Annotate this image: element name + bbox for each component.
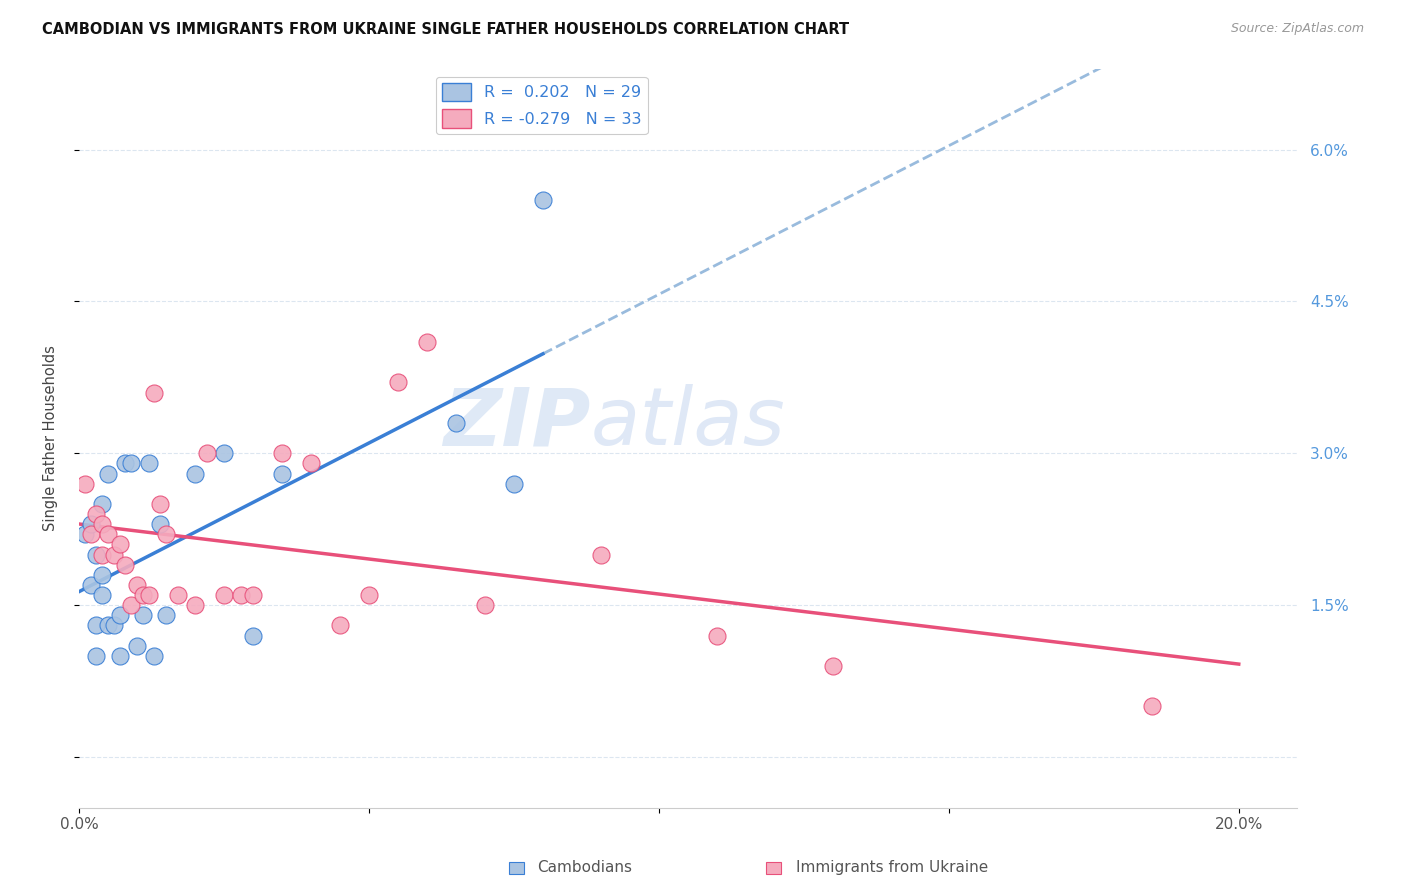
Point xyxy=(155,608,177,623)
Point xyxy=(86,648,108,663)
Point xyxy=(444,416,467,430)
Point xyxy=(149,497,172,511)
Point xyxy=(132,608,155,623)
Point xyxy=(108,648,131,663)
Point xyxy=(79,578,101,592)
Y-axis label: Single Father Households: Single Father Households xyxy=(44,345,58,531)
Point xyxy=(329,618,352,632)
Point xyxy=(91,567,114,582)
Point xyxy=(86,548,108,562)
Point xyxy=(125,639,148,653)
Point xyxy=(114,457,136,471)
Point xyxy=(531,193,554,207)
Point xyxy=(212,588,235,602)
Text: atlas: atlas xyxy=(591,384,785,462)
Point xyxy=(79,527,101,541)
Point xyxy=(114,558,136,572)
Point xyxy=(73,476,96,491)
Point xyxy=(242,628,264,642)
Point xyxy=(97,527,120,541)
Point xyxy=(416,334,439,349)
Point xyxy=(91,497,114,511)
Point xyxy=(91,588,114,602)
Text: Cambodians: Cambodians xyxy=(537,861,633,875)
Point xyxy=(184,598,207,612)
Text: Source: ZipAtlas.com: Source: ZipAtlas.com xyxy=(1230,22,1364,36)
Point xyxy=(474,598,496,612)
Point xyxy=(357,588,380,602)
Point xyxy=(120,598,142,612)
Point xyxy=(271,467,294,481)
Text: Immigrants from Ukraine: Immigrants from Ukraine xyxy=(796,861,988,875)
Point xyxy=(86,618,108,632)
Point xyxy=(387,376,409,390)
Point xyxy=(299,457,322,471)
Point xyxy=(589,548,612,562)
Point xyxy=(143,648,166,663)
Point xyxy=(138,588,160,602)
Point xyxy=(103,618,125,632)
Point xyxy=(97,467,120,481)
Point xyxy=(103,548,125,562)
Point xyxy=(138,457,160,471)
Point xyxy=(97,618,120,632)
Text: ZIP: ZIP xyxy=(443,384,591,462)
Point xyxy=(155,527,177,541)
Point xyxy=(821,659,844,673)
Legend: R =  0.202   N = 29, R = -0.279   N = 33: R = 0.202 N = 29, R = -0.279 N = 33 xyxy=(436,77,648,134)
Point xyxy=(242,588,264,602)
Point xyxy=(212,446,235,460)
Point xyxy=(143,385,166,400)
Point xyxy=(195,446,218,460)
Point xyxy=(132,588,155,602)
Point xyxy=(149,517,172,532)
Point xyxy=(706,628,728,642)
Point xyxy=(125,578,148,592)
Point xyxy=(73,527,96,541)
Point xyxy=(166,588,188,602)
Point xyxy=(86,507,108,521)
Point xyxy=(502,476,524,491)
Point xyxy=(108,537,131,551)
Point xyxy=(184,467,207,481)
Point xyxy=(231,588,253,602)
Point xyxy=(1140,699,1163,714)
Point xyxy=(91,548,114,562)
Point xyxy=(91,517,114,532)
Point xyxy=(79,517,101,532)
Text: CAMBODIAN VS IMMIGRANTS FROM UKRAINE SINGLE FATHER HOUSEHOLDS CORRELATION CHART: CAMBODIAN VS IMMIGRANTS FROM UKRAINE SIN… xyxy=(42,22,849,37)
Point xyxy=(108,608,131,623)
Point xyxy=(120,457,142,471)
Point xyxy=(271,446,294,460)
